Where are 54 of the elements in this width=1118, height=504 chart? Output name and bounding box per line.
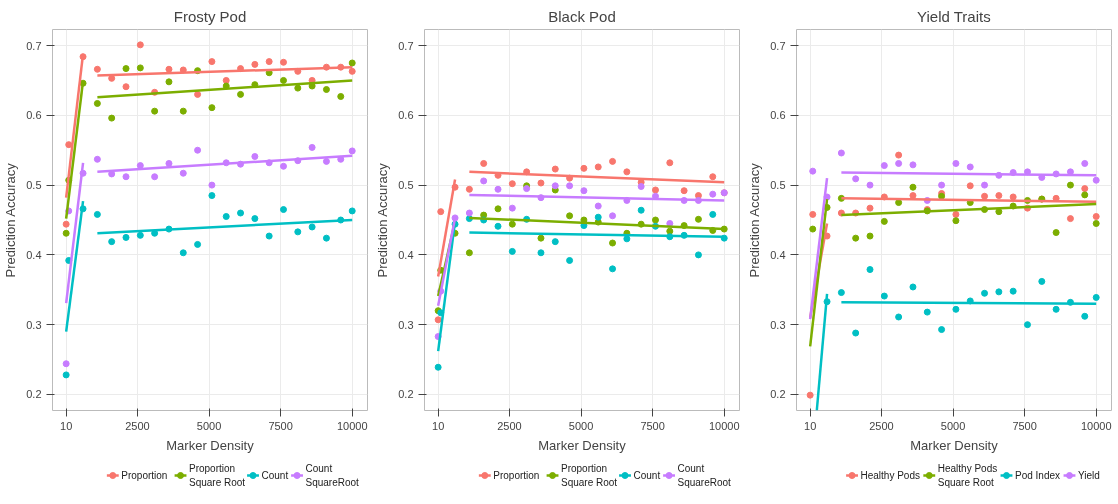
y-tick-label: 0.5 (26, 179, 42, 192)
x-tick-label: 7500 (1012, 419, 1037, 432)
x-tick-label: 5000 (940, 419, 966, 432)
y-tick-label: 0.7 (770, 39, 786, 52)
y-tick-label: 0.3 (26, 318, 42, 331)
x-tick-label: 7500 (268, 419, 293, 432)
legend-label: Count SquareRoot (677, 463, 732, 488)
y-axis-title: Prediction Accuracy (3, 162, 19, 278)
y-tick-label: 0.4 (398, 248, 414, 261)
y-tick-label: 0.4 (26, 248, 42, 261)
chart-title: Yield Traits (917, 7, 991, 25)
y-tick-label: 0.2 (770, 388, 786, 401)
legend-label: Pod Index (1014, 470, 1061, 481)
y-tick-label: 0.5 (398, 179, 414, 192)
legend-label: Yield (1077, 470, 1100, 481)
x-tick-label: 10 (804, 419, 817, 432)
x-tick-label: 10000 (708, 419, 740, 432)
y-tick-label: 0.7 (26, 39, 42, 52)
x-tick-label: 2500 (497, 419, 522, 432)
x-tick-label: 2500 (125, 419, 150, 432)
chart-title: Frosty Pod (173, 7, 247, 25)
y-tick-label: 0.3 (770, 318, 786, 331)
legend-label: Proportion (493, 470, 540, 481)
x-tick-label: 5000 (196, 419, 222, 432)
legend-label: Count SquareRoot (305, 463, 360, 488)
legend-label: Proportion (121, 470, 168, 481)
y-tick-label: 0.6 (398, 109, 414, 122)
legend-label: Count (261, 470, 289, 481)
x-tick-label: 10000 (336, 419, 368, 432)
y-tick-label: 0.4 (770, 248, 786, 261)
x-tick-label: 5000 (568, 419, 594, 432)
legend-label: Proportion Square Root (561, 463, 618, 488)
y-tick-label: 0.3 (398, 318, 414, 331)
y-axis-title: Prediction Accuracy (375, 162, 391, 278)
legend-label: Proportion Square Root (189, 463, 246, 488)
x-tick-label: 10 (432, 419, 445, 432)
x-axis-title: Marker Density (910, 437, 999, 453)
x-axis-title: Marker Density (166, 437, 255, 453)
legend-label: Healthy Pods Square Root (937, 463, 998, 488)
y-axis-title: Prediction Accuracy (747, 162, 763, 278)
legend-label: Count (633, 470, 661, 481)
x-tick-label: 10 (60, 419, 73, 432)
y-tick-label: 0.2 (398, 388, 414, 401)
chart-title: Black Pod (548, 7, 616, 25)
y-tick-label: 0.6 (26, 109, 42, 122)
x-tick-label: 2500 (869, 419, 894, 432)
y-tick-label: 0.6 (770, 109, 786, 122)
x-tick-label: 7500 (640, 419, 665, 432)
y-tick-label: 0.7 (398, 39, 414, 52)
x-tick-label: 10000 (1080, 419, 1112, 432)
y-tick-label: 0.2 (26, 388, 42, 401)
y-tick-label: 0.5 (770, 179, 786, 192)
legend-label: Healthy Pods (860, 470, 920, 481)
x-axis-title: Marker Density (538, 437, 627, 453)
